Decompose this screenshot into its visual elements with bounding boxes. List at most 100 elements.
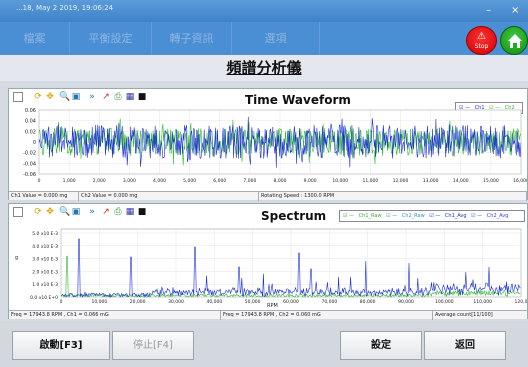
page-title: 頻譜分析儀 xyxy=(226,59,302,77)
x-tick-label: 12,000 xyxy=(393,178,409,184)
spectrum-status-bar: Freq = 17943.8 RPM , Ch1 = 0.066 mG Freq… xyxy=(9,310,527,320)
emergency-stop-button[interactable]: ⚠ Stop xyxy=(466,26,497,55)
legend-label: Ch2_Avg xyxy=(486,213,509,219)
x-tick-label: 10,000 xyxy=(91,299,107,305)
cursor-icon[interactable]: » xyxy=(89,207,95,217)
stop-label: Stop xyxy=(474,43,489,50)
menu-tab-file[interactable]: 檔案 xyxy=(0,22,70,55)
close-button[interactable]: × xyxy=(511,5,520,16)
menu-tab-options[interactable]: 選項 xyxy=(232,22,320,55)
home-button[interactable] xyxy=(500,26,528,55)
x-tick-label: 50,000 xyxy=(245,299,261,305)
refresh-icon[interactable]: ⟳ xyxy=(34,92,42,102)
chart-edit-icon[interactable]: ↗ xyxy=(102,92,110,102)
y-tick-label: -0.06 xyxy=(23,172,36,178)
y-tick-label: 3.0 x10 E-3 xyxy=(32,257,58,263)
x-tick-label: 0 xyxy=(38,178,41,184)
refresh-icon[interactable]: ⟳ xyxy=(34,207,42,217)
x-tick-label: 5,000 xyxy=(183,178,196,184)
save-icon[interactable]: ■ xyxy=(137,207,147,217)
legend-ch2[interactable]: ☑ — Ch2 xyxy=(489,105,515,111)
x-tick-label: 10,000 xyxy=(332,178,348,184)
legend-ch1-raw[interactable]: ☑ — Ch1_Raw xyxy=(343,213,382,219)
print-icon[interactable]: ⎙ xyxy=(114,92,122,102)
waveform-chart: 0.060.040.020-0.02-0.04-0.060 1,000 2,000 3… xyxy=(23,108,527,184)
y-tick-label: 0.0 x10 E+0 xyxy=(30,295,58,301)
ch1-value: Ch1 Value = 0.000 mg xyxy=(9,192,79,201)
waveform-status-bar: Ch1 Value = 0.000 mg Ch2 Value = 0.000 m… xyxy=(9,191,527,201)
x-tick-label: 8,000 xyxy=(274,178,287,184)
spectrum-ch1-readout: Freq = 17943.8 RPM , Ch1 = 0.066 mG xyxy=(9,311,221,320)
warning-icon: ⚠ xyxy=(477,31,486,42)
menu-tab-label: 選項 xyxy=(264,32,287,45)
x-tick-label: 0 xyxy=(60,299,63,305)
spectrum-legend: ☑ — Ch1_Raw ☑ — Ch2_Raw ☑ — Ch1_Avg ☑ — … xyxy=(339,210,525,222)
window-titlebar: ...18, May 2 2019, 19:06:24 – × xyxy=(0,0,528,22)
zoom-icon[interactable]: 🔍 xyxy=(59,207,71,217)
y-tick-label: 0 xyxy=(33,140,36,146)
print-icon[interactable]: ⎙ xyxy=(114,207,122,217)
spectrum-chart: 5.0 x10 E-3 4.0 x10 E-3 3.0 x10 E-3 2.0 x10… xyxy=(15,228,527,309)
footer-bar: 啟動[F3] 停止[F4] 設定 返回 xyxy=(0,321,528,367)
legend-label: Ch1_Avg xyxy=(444,213,467,219)
legend-ch1[interactable]: ☑ — Ch1 xyxy=(459,105,485,111)
x-tick-label: 60,000 xyxy=(283,299,299,305)
y-tick-label: 5.0 x10 E-3 xyxy=(32,231,58,237)
x-tick-label: 2,000 xyxy=(93,178,106,184)
menu-tab-label: 平衡設定 xyxy=(88,32,133,45)
x-tick-label: 80,000 xyxy=(360,299,376,305)
x-tick-label: 9,000 xyxy=(304,178,317,184)
y-tick-label: 2.0 x10 E-3 xyxy=(32,269,58,275)
x-tick-label: 110,000 xyxy=(473,299,492,305)
spectrum-ch2-readout: Freq = 17943.8 RPM , Ch2 = 0.060 mG xyxy=(221,311,433,320)
spectrum-y-unit: g xyxy=(15,255,18,261)
cursor-icon[interactable]: » xyxy=(89,92,95,102)
legend-ch2-avg[interactable]: ☑ — Ch2_Avg xyxy=(471,213,509,219)
x-tick-label: 6,000 xyxy=(213,178,226,184)
checkbox-icon[interactable] xyxy=(13,92,23,102)
spectrum-toolbar: ⟳ ✥ 🔍 ▣ » ↗ ⎙ ▦ ■ xyxy=(9,204,527,222)
x-tick-label: 100,000 xyxy=(435,299,454,305)
y-tick-label: 0.04 xyxy=(25,119,36,125)
x-tick-label: 120,0 xyxy=(515,299,527,305)
export-icon[interactable]: ▦ xyxy=(125,207,135,217)
x-tick-label: 13,000 xyxy=(423,178,439,184)
pan-icon[interactable]: ✥ xyxy=(46,207,54,217)
menu-tab-label: 轉子資訊 xyxy=(169,32,214,45)
x-tick-label: 1,000 xyxy=(63,178,76,184)
stop-button[interactable]: 停止[F4] xyxy=(112,331,194,360)
x-tick-label: 90,000 xyxy=(398,299,414,305)
y-tick-label: -0.02 xyxy=(23,151,36,157)
zoom-box-icon[interactable]: ▣ xyxy=(71,207,81,217)
pan-icon[interactable]: ✥ xyxy=(46,92,54,102)
y-tick-label: 1.0 x10 E-3 xyxy=(32,282,58,288)
x-tick-label: 11,000 xyxy=(363,178,379,184)
start-button[interactable]: 啟動[F3] xyxy=(12,331,110,360)
spectrum-title: Spectrum xyxy=(261,209,327,223)
waveform-ch1-series xyxy=(38,116,521,168)
zoom-box-icon[interactable]: ▣ xyxy=(71,92,81,102)
x-tick-label: 7,000 xyxy=(243,178,256,184)
minimize-button[interactable]: – xyxy=(486,5,491,16)
checkbox-icon[interactable] xyxy=(13,207,23,217)
rotating-speed: Rotating Speed : 1300.0 RPM xyxy=(259,192,527,201)
x-tick-label: 3,000 xyxy=(123,178,136,184)
menu-tab-label: 檔案 xyxy=(23,32,46,45)
zoom-icon[interactable]: 🔍 xyxy=(59,92,71,102)
chart-edit-icon[interactable]: ↗ xyxy=(102,207,110,217)
settings-button[interactable]: 設定 xyxy=(340,331,422,360)
export-icon[interactable]: ▦ xyxy=(125,92,135,102)
x-tick-label: 30,000 xyxy=(168,299,184,305)
x-tick-label: 15,000 xyxy=(483,178,499,184)
spectrum-panel: ⟳ ✥ 🔍 ▣ » ↗ ⎙ ▦ ■ Spectrum ☑ — Ch1_Raw ☑… xyxy=(8,203,528,320)
page-header: 頻譜分析儀 xyxy=(0,55,528,81)
legend-ch2-raw[interactable]: ☑ — Ch2_Raw xyxy=(386,213,425,219)
back-button[interactable]: 返回 xyxy=(424,331,506,360)
menu-tab-balance-settings[interactable]: 平衡設定 xyxy=(70,22,152,55)
y-tick-label: 4.0 x10 E-3 xyxy=(32,244,58,250)
spectrum-x-label: RPM xyxy=(267,303,278,309)
save-icon[interactable]: ■ xyxy=(137,92,147,102)
legend-ch1-avg[interactable]: ☑ — Ch1_Avg xyxy=(429,213,467,219)
time-waveform-panel: ⟳ ✥ 🔍 ▣ » ↗ ⎙ ▦ ■ Time Waveform ☑ — Ch1 … xyxy=(8,88,528,201)
menu-tab-rotor-info[interactable]: 轉子資訊 xyxy=(152,22,232,55)
